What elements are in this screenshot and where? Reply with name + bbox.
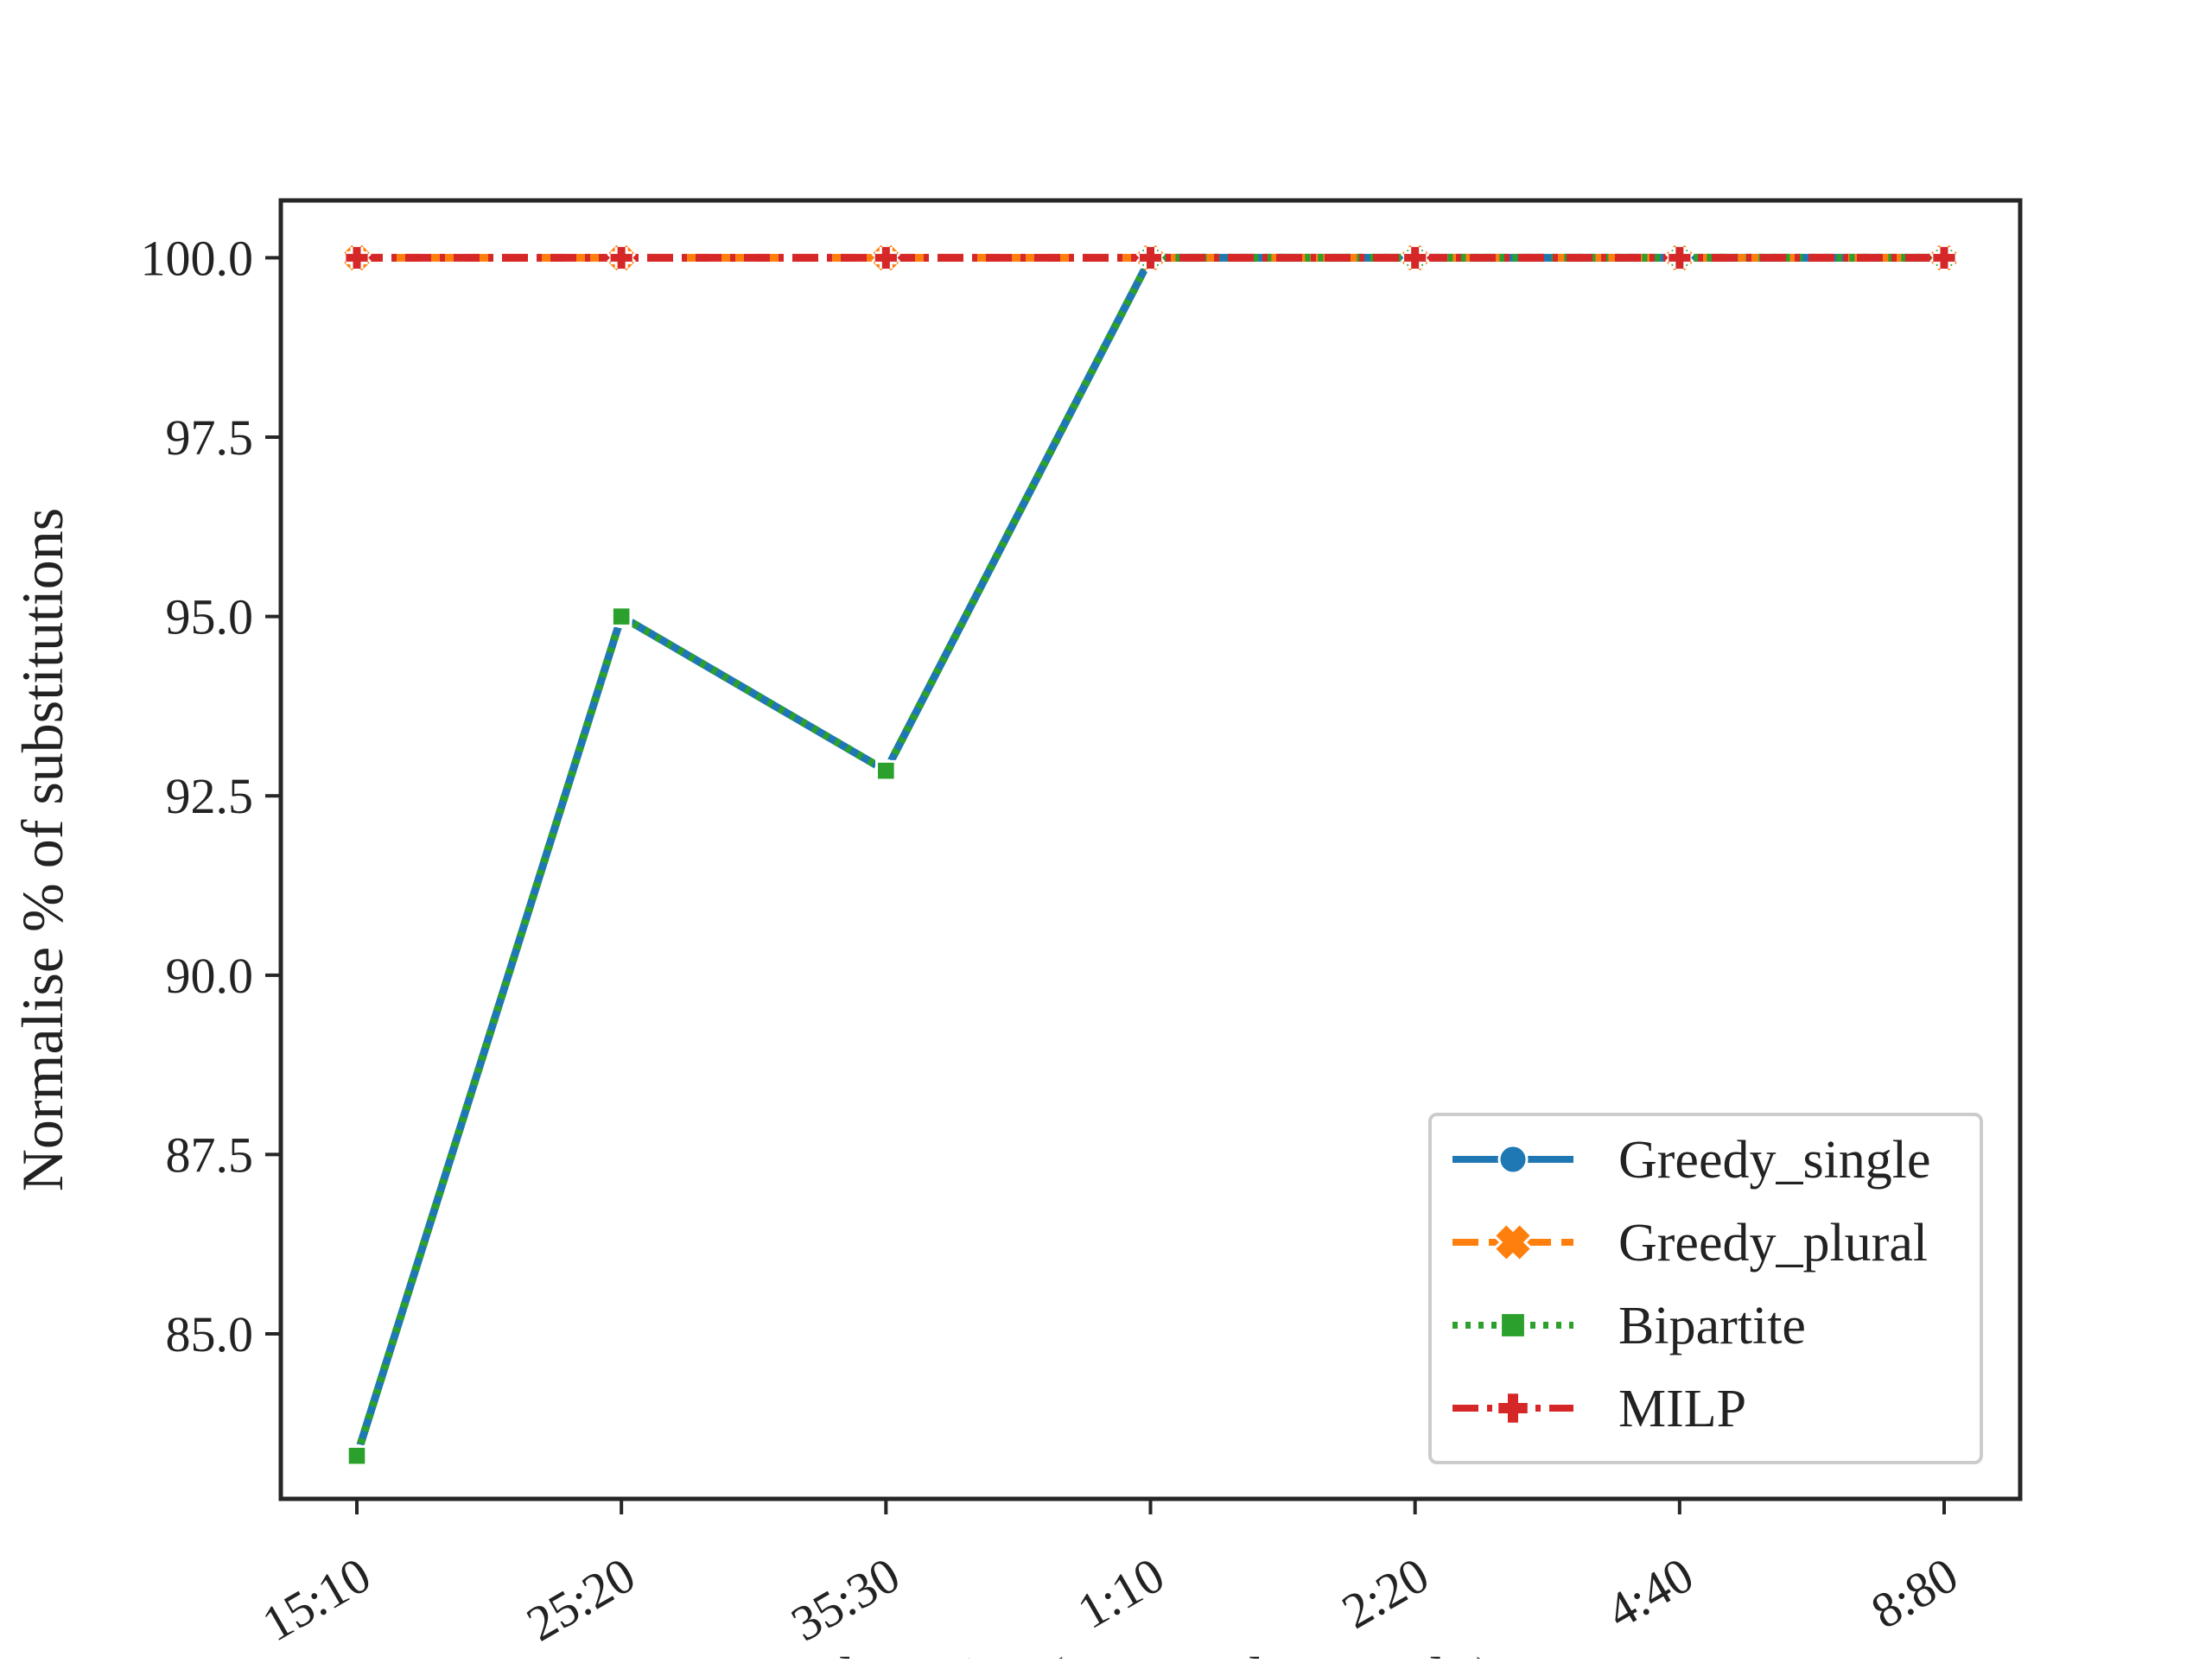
y-axis-label: Normalise % of substitutions (10, 508, 75, 1191)
legend-marker-greedy-plural (1494, 1223, 1532, 1261)
y-tick-label: 100.0 (141, 230, 254, 286)
x-tick-label: 1:10 (1068, 1546, 1173, 1640)
legend: Greedy_single Greedy_plural Bipartite MILP (1428, 1113, 1983, 1464)
x-tick-label: 2:20 (1332, 1546, 1438, 1640)
y-tick-label: 95.0 (166, 589, 254, 645)
x-tick-label: 25:20 (518, 1546, 645, 1652)
x-tick-label: 8:80 (1862, 1546, 1967, 1640)
y-tick-label: 97.5 (166, 409, 254, 466)
x-tick-label: 15:10 (253, 1546, 380, 1652)
legend-label-greedy-single: Greedy_single (1618, 1131, 1931, 1190)
data-point-milp (1139, 246, 1162, 270)
legend-marker-greedy-single (1497, 1144, 1529, 1175)
legend-label-bipartite: Bipartite (1618, 1297, 1806, 1355)
legend-marker-milp (1498, 1393, 1528, 1423)
y-tick-label: 90.0 (166, 948, 254, 1004)
x-tick-label: 4:40 (1598, 1546, 1703, 1640)
data-point-milp (346, 246, 368, 270)
x-tick-label: 35:30 (782, 1546, 909, 1652)
legend-label-greedy-plural: Greedy_plural (1618, 1214, 1928, 1273)
y-tick-label: 85.0 (166, 1306, 254, 1362)
data-point-bipartite (875, 759, 897, 782)
legend-box (1428, 1113, 1983, 1464)
data-point-bipartite (346, 1444, 368, 1467)
data-point-milp (1404, 246, 1427, 270)
y-tick-label: 92.5 (166, 768, 254, 824)
data-point-milp (1669, 246, 1691, 270)
legend-marker-bipartite (1499, 1311, 1527, 1339)
data-point-milp (610, 246, 632, 270)
legend-label-milp: MILP (1618, 1380, 1746, 1438)
x-axis-label: Fleet size (Demand : Supply) (806, 1645, 1495, 1659)
y-tick-label: 87.5 (166, 1127, 254, 1183)
data-point-milp (874, 246, 897, 270)
markers-group (342, 243, 1959, 1468)
data-point-milp (1933, 246, 1955, 270)
data-point-bipartite (610, 606, 632, 627)
